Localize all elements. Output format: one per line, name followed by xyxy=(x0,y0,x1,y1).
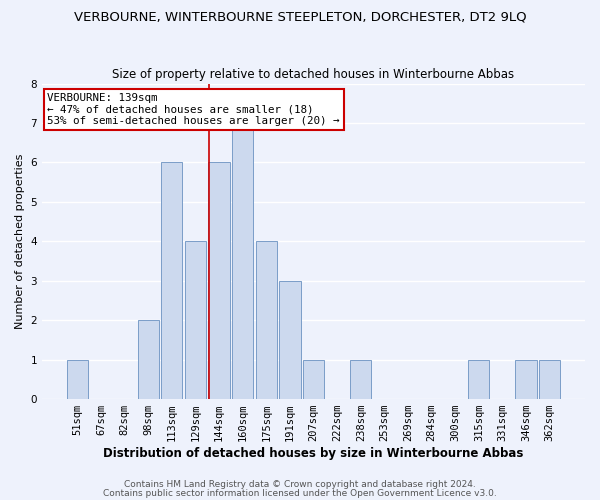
Bar xyxy=(539,360,560,399)
Y-axis label: Number of detached properties: Number of detached properties xyxy=(15,154,25,329)
Bar xyxy=(161,162,182,399)
Text: VERBOURNE: 139sqm
← 47% of detached houses are smaller (18)
53% of semi-detached: VERBOURNE: 139sqm ← 47% of detached hous… xyxy=(47,93,340,126)
Bar xyxy=(256,242,277,399)
Bar xyxy=(67,360,88,399)
Bar xyxy=(208,162,230,399)
Bar xyxy=(279,281,301,399)
Bar xyxy=(185,242,206,399)
Text: Contains HM Land Registry data © Crown copyright and database right 2024.: Contains HM Land Registry data © Crown c… xyxy=(124,480,476,489)
Text: VERBOURNE, WINTERBOURNE STEEPLETON, DORCHESTER, DT2 9LQ: VERBOURNE, WINTERBOURNE STEEPLETON, DORC… xyxy=(74,10,526,23)
Bar xyxy=(232,123,253,399)
Bar xyxy=(468,360,490,399)
Bar xyxy=(350,360,371,399)
Text: Contains public sector information licensed under the Open Government Licence v3: Contains public sector information licen… xyxy=(103,488,497,498)
Title: Size of property relative to detached houses in Winterbourne Abbas: Size of property relative to detached ho… xyxy=(112,68,515,81)
X-axis label: Distribution of detached houses by size in Winterbourne Abbas: Distribution of detached houses by size … xyxy=(103,447,524,460)
Bar xyxy=(303,360,324,399)
Bar xyxy=(137,320,159,399)
Bar xyxy=(515,360,537,399)
